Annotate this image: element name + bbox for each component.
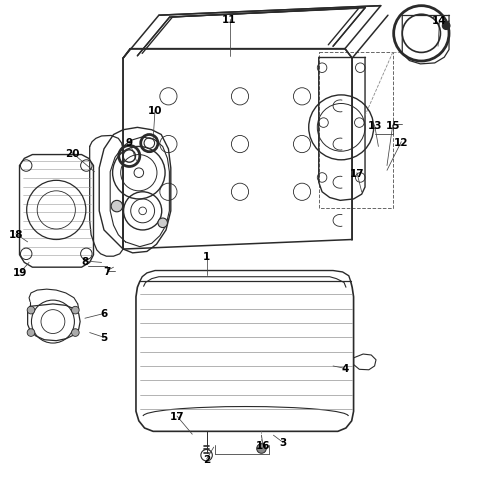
- Text: 3: 3: [279, 437, 287, 447]
- Text: 17: 17: [349, 168, 364, 178]
- Circle shape: [72, 329, 79, 336]
- Text: 17: 17: [170, 411, 184, 421]
- Circle shape: [27, 329, 35, 336]
- Text: 19: 19: [13, 267, 28, 277]
- Text: 13: 13: [367, 120, 382, 131]
- Text: 4: 4: [341, 363, 348, 373]
- Text: 15: 15: [385, 120, 400, 131]
- Text: 7: 7: [104, 266, 111, 276]
- Text: 8: 8: [81, 256, 88, 266]
- Circle shape: [111, 201, 122, 212]
- Text: 6: 6: [100, 309, 108, 319]
- Text: 1: 1: [203, 252, 210, 262]
- Circle shape: [27, 307, 35, 314]
- Text: 12: 12: [394, 137, 408, 147]
- Text: 9: 9: [126, 137, 133, 147]
- Text: 10: 10: [148, 106, 162, 116]
- Text: 16: 16: [256, 440, 270, 450]
- Bar: [319, 53, 393, 208]
- Text: 14: 14: [432, 16, 447, 26]
- Text: 5: 5: [100, 333, 108, 343]
- Circle shape: [158, 218, 168, 228]
- Circle shape: [443, 23, 450, 30]
- Text: 2: 2: [203, 454, 210, 464]
- Text: 18: 18: [9, 229, 23, 239]
- Text: 20: 20: [65, 148, 79, 158]
- Text: 11: 11: [222, 15, 237, 25]
- Circle shape: [257, 444, 266, 453]
- Circle shape: [72, 307, 79, 314]
